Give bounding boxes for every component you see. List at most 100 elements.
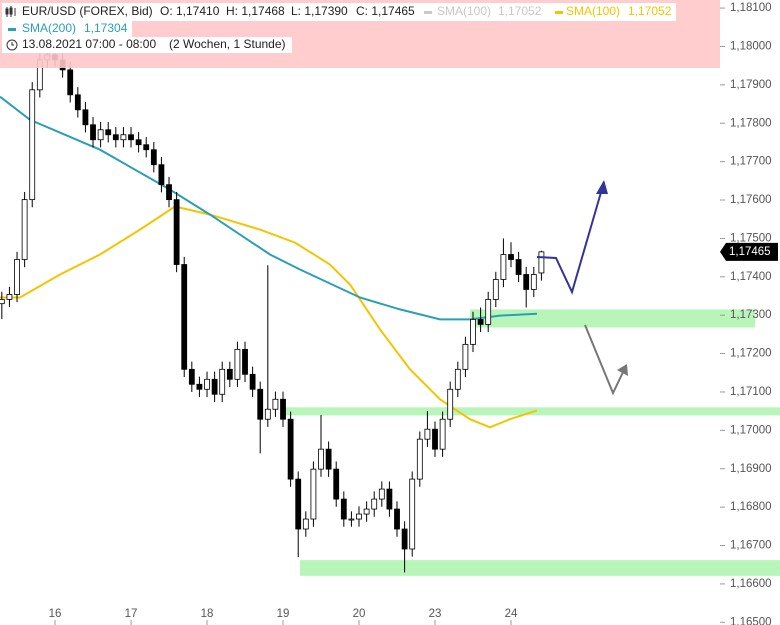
candle-body [470,319,476,345]
candle-body [74,94,81,111]
clock-icon [6,39,18,51]
candle-body [128,134,134,141]
candle-body [287,418,294,480]
arrow-head [596,180,608,194]
candle-body [21,199,28,260]
legend-name: SMA(200) [22,21,76,35]
candle-body [158,164,165,186]
candle-body [363,508,370,515]
candle-body [226,368,233,380]
indicator-lines [0,95,538,429]
candle-body [462,343,469,370]
legend-swatch [8,28,16,31]
x-tick-label: 23 [429,608,442,620]
y-tick-label: 1,18100 [730,2,772,14]
candle-body [82,109,89,126]
candle-body [515,259,522,275]
y-tick-label: 1,17900 [730,79,772,91]
x-tick-label: 20 [353,608,366,620]
candle-body [234,348,241,380]
x-tick-label: 16 [49,608,62,620]
candle-body [401,528,408,550]
y-tick-label: 1,17800 [730,117,772,129]
arrow-head [617,364,628,376]
candle-body [257,388,264,420]
symbol: EUR/USD (FOREX, Bid) [22,4,153,18]
candle-body [211,378,218,395]
candle-body [409,478,416,550]
candle-body [196,383,203,390]
y-tick-label: 1,17000 [730,424,772,436]
clock-hands [11,42,14,46]
candle-body [523,274,530,290]
axes: 1,18100 1,18000 1,17900 1,17800 1,17700 1,176… [49,2,778,625]
candle-body [318,448,324,470]
candle-body [264,408,271,420]
y-tick-label: 1,16500 [730,616,772,625]
candle-body [477,319,484,325]
header-bg [2,21,132,37]
candle-body [120,134,127,141]
candle-body [371,498,378,510]
y-tick-label: 1,17100 [730,386,772,398]
candle-body [454,368,461,390]
ohlc-low: L: 1,17390 [291,4,348,18]
forecast-arrow-up [536,181,605,295]
last-price-label: 1,17465 [729,246,771,258]
legend-swatch [555,11,563,14]
y-tick-label: 1,17300 [730,309,772,321]
support-zone [300,560,780,576]
candle-body [333,468,340,500]
y-tick-label: 1,18000 [730,40,772,52]
x-tick-label: 24 [505,608,518,620]
candle-body [135,139,142,146]
candle-body [325,448,332,470]
candle-body [166,184,172,201]
header-bg [2,37,292,53]
candle-body [378,488,385,500]
candle-body [97,129,104,141]
y-tick-label: 1,17600 [730,194,772,206]
ohlc-close: C: 1,17465 [356,4,415,18]
ohlc-high: H: 1,17468 [226,4,285,18]
y-tick-label: 1,17400 [730,271,772,283]
legend-name: SMA(100) [566,4,620,18]
candle-body [508,254,514,260]
candle-body [439,418,446,450]
last-price-box [720,242,778,261]
candle-body [310,468,317,520]
legend-value: 1,17052 [498,4,542,18]
candles [0,42,545,573]
x-tick-label: 17 [125,608,138,620]
period: (2 Wochen, 1 Stunde) [169,37,286,51]
sma-line [0,205,538,429]
candle-body [485,299,492,325]
date-range: 13.08.2021 07:00 - 08:00 [22,37,156,51]
candle-body [356,513,362,520]
candle-body [447,388,454,420]
candle-body [348,518,355,521]
candle-body [530,274,537,290]
candle-body [204,378,210,390]
candle-body [492,279,499,300]
legend-swatch [424,11,432,14]
candle-body [105,129,112,136]
candle-body [302,518,309,530]
chart-icon [5,6,16,17]
candle-body [416,438,423,480]
candle-body [112,134,119,141]
support-zone [470,309,756,328]
y-tick-label: 1,17700 [730,156,772,168]
x-tick-label: 18 [201,608,214,620]
candle-body [500,254,507,280]
candle-body [188,368,195,385]
y-tick-label: 1,16900 [730,463,772,475]
legend-value: 1,17304 [84,21,128,35]
candle-body [424,428,431,440]
candle-body [394,508,400,530]
candle-body [242,348,248,375]
candle-body [386,488,393,510]
candle-body [14,259,20,295]
candle-body [249,373,256,390]
